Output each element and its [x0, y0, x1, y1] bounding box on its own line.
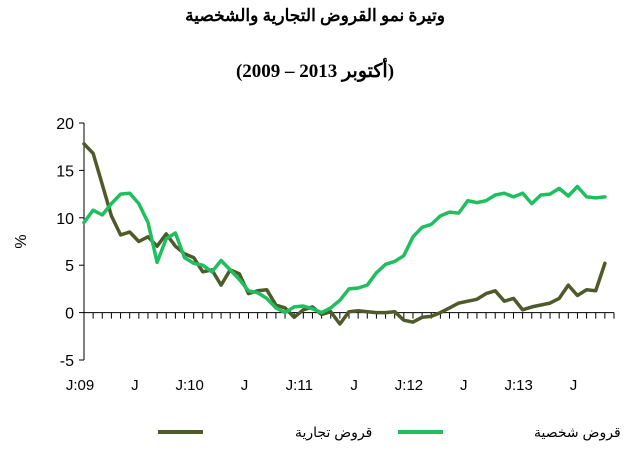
chart-subtitle: (2009 – أكتوبر 2013) — [235, 61, 395, 82]
chart-title: وتيرة نمو القروض التجارية والشخصية — [185, 6, 445, 25]
legend-label-2: قروض شخصية — [534, 424, 621, 441]
series-line-2 — [82, 184, 607, 315]
x-tick-label: J:11 — [286, 377, 313, 394]
y-tick-label: -5 — [60, 353, 74, 370]
y-tick-label: 10 — [56, 211, 74, 228]
x-tick-label: J — [241, 377, 249, 394]
y-tick-label: 0 — [65, 306, 74, 323]
series-line-1 — [82, 142, 607, 326]
x-tick-label: J:09 — [66, 377, 94, 394]
y-tick-label: 5 — [65, 258, 74, 275]
y-tick-label: 20 — [56, 116, 74, 133]
x-tick-label: J — [131, 377, 139, 394]
x-tick-label: J — [570, 377, 578, 394]
y-axis-label: % — [13, 234, 30, 248]
x-tick-label: J:12 — [395, 377, 423, 394]
x-tick-label: J:10 — [175, 377, 203, 394]
y-tick-label: 15 — [56, 163, 74, 180]
x-tick-label: J — [460, 377, 468, 394]
legend-label-1: قروض تجارية — [295, 424, 372, 441]
x-tick-label: J — [350, 377, 358, 394]
x-tick-label: J:13 — [504, 377, 532, 394]
